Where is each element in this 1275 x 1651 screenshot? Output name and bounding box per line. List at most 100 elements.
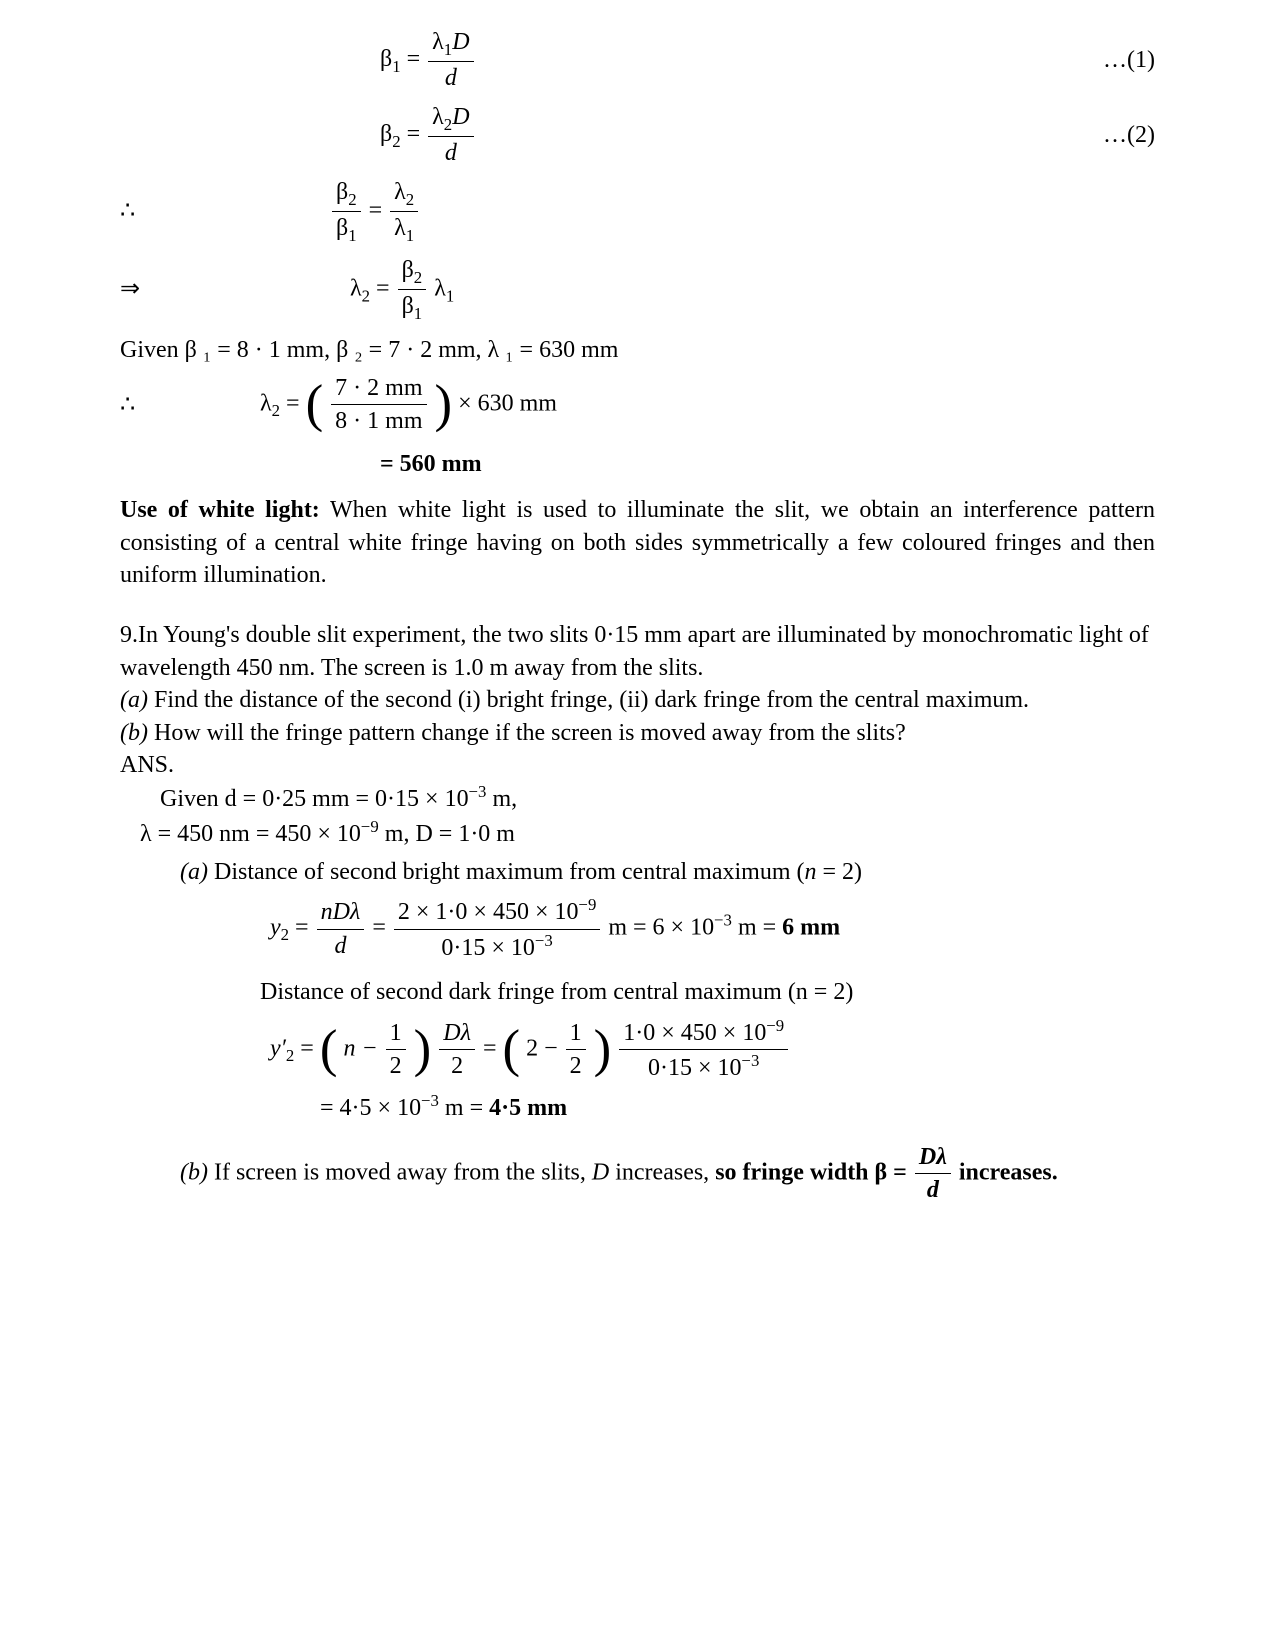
y2-dark-result: = 4·5 × 10−3 m = 4·5 mm bbox=[320, 1090, 1155, 1124]
answer-label: ANS. bbox=[120, 749, 1155, 781]
part-b-italic: (b) bbox=[180, 1159, 208, 1185]
equation-2: β2 = λ2D d …(2) bbox=[120, 101, 1155, 170]
ans-given1-exp: −3 bbox=[469, 782, 487, 801]
equation-5: ∴ λ2 = ( 7 · 2 mm 8 · 1 mm ) × 630 mm bbox=[120, 372, 1155, 438]
eq2-body: β2 = λ2D d bbox=[260, 101, 1055, 170]
eq5-num: 7 · 2 mm bbox=[331, 372, 426, 405]
equation-1: β1 = λ1D d …(1) bbox=[120, 26, 1155, 95]
yb-lhs-sub: 2 bbox=[286, 1046, 294, 1065]
eq4-tail-sub: 1 bbox=[446, 286, 454, 305]
ya-num2exp: −9 bbox=[578, 895, 596, 914]
y2-dark-eq: y′2 = ( n − 1 2 ) Dλ 2 = ( 2 − 1 2 ) 1·0 bbox=[270, 1015, 1155, 1085]
eq2-lhs: β bbox=[380, 121, 392, 147]
yb-rparen2: ) bbox=[594, 1031, 612, 1068]
eq5-lead: ∴ bbox=[120, 389, 160, 421]
q9-line1: 9.In Young's double slit experiment, the… bbox=[120, 619, 1155, 684]
ya-lhs-sub: 2 bbox=[281, 926, 289, 945]
eq5-lhs: λ bbox=[260, 390, 272, 416]
eq5-lhs-sub: 2 bbox=[272, 401, 280, 420]
eq2-num-D: D bbox=[452, 104, 469, 130]
ans-given1-tail: m, bbox=[486, 786, 517, 812]
yb-f2num: Dλ bbox=[439, 1017, 475, 1050]
eq3-lfrac: β2 β1 bbox=[332, 176, 361, 248]
eq2-den: d bbox=[428, 137, 473, 169]
yb-p1num: 1 bbox=[386, 1017, 406, 1050]
ya-frac1: nDλ d bbox=[317, 896, 365, 962]
eq4-body: λ2 = β2 β1 λ1 bbox=[260, 254, 1055, 326]
ans-given1-text: Given d = 0·25 mm = 0·15 × 10 bbox=[160, 786, 469, 812]
eq4-num: β bbox=[402, 257, 414, 283]
ans-given2-a: λ = 450 nm = 450 × 10 bbox=[140, 821, 361, 847]
q9-b-italic: (b) bbox=[120, 720, 148, 746]
yb-f2: Dλ 2 bbox=[439, 1017, 475, 1083]
ya-den2a: 0·15 × 10 bbox=[441, 935, 535, 961]
eq3-body: β2 β1 = λ2 λ1 bbox=[260, 176, 1055, 248]
eq1-num-D: D bbox=[452, 29, 469, 55]
yb-p1frac: 1 2 bbox=[386, 1017, 406, 1083]
ya-tail1: m = 6 × 10 bbox=[608, 915, 714, 941]
yb-p2den: 2 bbox=[566, 1050, 586, 1082]
part-a-n: n bbox=[805, 859, 817, 885]
yb-eq1: = bbox=[300, 1035, 320, 1061]
eq1-sub: 1 bbox=[392, 57, 400, 76]
yb-f3: 1·0 × 450 × 10−9 0·15 × 10−3 bbox=[619, 1015, 788, 1085]
ans-given-1: Given d = 0·25 mm = 0·15 × 10−3 m, bbox=[160, 781, 1155, 815]
yb-rparen1: ) bbox=[414, 1031, 432, 1068]
eq4-tail: λ bbox=[434, 275, 446, 301]
yb-line2b: m = bbox=[439, 1095, 489, 1121]
yb-lparen1: ( bbox=[320, 1031, 338, 1068]
part-b-den: d bbox=[915, 1174, 951, 1206]
eq4-den-sub: 1 bbox=[414, 304, 422, 323]
eq4-lhs-sub: 2 bbox=[362, 286, 370, 305]
eq1-num-sym: λ bbox=[432, 29, 444, 55]
yb-eq2: = bbox=[483, 1035, 503, 1061]
eq3-lnum-sub: 2 bbox=[348, 190, 356, 209]
ya-eq1: = bbox=[295, 915, 315, 941]
ya-tail2: m = bbox=[732, 915, 782, 941]
y2-bright-eq: y2 = nDλ d = 2 × 1·0 × 450 × 10−9 0·15 ×… bbox=[270, 894, 1155, 964]
eq3-rden-sub: 1 bbox=[406, 226, 414, 245]
yb-p1den: 2 bbox=[386, 1050, 406, 1082]
part-b-pre: If screen is moved away from the slits, … bbox=[214, 1159, 715, 1185]
yb-line2bold: 4·5 mm bbox=[489, 1095, 567, 1121]
part-a-title: (a) Distance of second bright maximum fr… bbox=[180, 856, 1155, 888]
eq2-num-sub: 2 bbox=[444, 115, 452, 134]
eq2-sub: 2 bbox=[392, 132, 400, 151]
yb-f3denexp: −3 bbox=[742, 1051, 760, 1070]
yb-f3dena: 0·15 × 10 bbox=[648, 1055, 742, 1081]
given-line: Given β ₁ = 8 · 1 mm, β ₂ = 7 · 2 mm, λ … bbox=[120, 334, 1155, 366]
eq2-num-sym: λ bbox=[432, 104, 444, 130]
ya-num2a: 2 × 1·0 × 450 × 10 bbox=[398, 899, 579, 925]
q9-part-a: (a) Find the distance of the second (i) … bbox=[120, 684, 1155, 716]
eq4-eq: = bbox=[376, 275, 396, 301]
equation-3: ∴ β2 β1 = λ2 λ1 bbox=[120, 176, 1155, 248]
eq3-lden-sub: 1 bbox=[348, 226, 356, 245]
eq5-lparen: ( bbox=[306, 386, 324, 423]
ya-den1: d bbox=[317, 930, 365, 962]
eq4-lead: ⇒ bbox=[120, 273, 260, 305]
part-b-frac: Dλ d bbox=[915, 1141, 951, 1207]
ya-tailbold: 6 mm bbox=[782, 915, 840, 941]
ya-den2exp: −3 bbox=[535, 931, 553, 950]
eq3-lden: β bbox=[336, 215, 348, 241]
eq1-den: d bbox=[428, 62, 473, 94]
ans-given-2: λ = 450 nm = 450 × 10−9 m, D = 1·0 m bbox=[140, 816, 1155, 850]
yb-p1a: n − bbox=[343, 1035, 383, 1061]
part-b-num: Dλ bbox=[915, 1141, 951, 1174]
eq3-rden: λ bbox=[394, 215, 406, 241]
page-content: β1 = λ1D d …(1) β2 = λ2D d …(2) ∴ β2 β bbox=[0, 0, 1275, 1651]
eq5-den: 8 · 1 mm bbox=[331, 405, 426, 437]
eq1-body: β1 = λ1D d bbox=[260, 26, 1055, 95]
eq4-den: β bbox=[402, 293, 414, 319]
equation-4: ⇒ λ2 = β2 β1 λ1 bbox=[120, 254, 1155, 326]
eq4-frac: β2 β1 bbox=[398, 254, 427, 326]
part-a-text: Distance of second bright maximum from c… bbox=[208, 859, 805, 885]
ans-given2-exp: −9 bbox=[361, 817, 379, 836]
eq5-body: λ2 = ( 7 · 2 mm 8 · 1 mm ) × 630 mm bbox=[160, 372, 1055, 438]
ya-frac2: 2 × 1·0 × 450 × 10−9 0·15 × 10−3 bbox=[394, 894, 600, 964]
ya-eq2: = bbox=[372, 915, 392, 941]
eq1-frac: λ1D d bbox=[428, 26, 473, 95]
eq3-rnum-sub: 2 bbox=[406, 190, 414, 209]
yb-lparen2: ( bbox=[503, 1031, 521, 1068]
eq1-lhs: β bbox=[380, 46, 392, 72]
